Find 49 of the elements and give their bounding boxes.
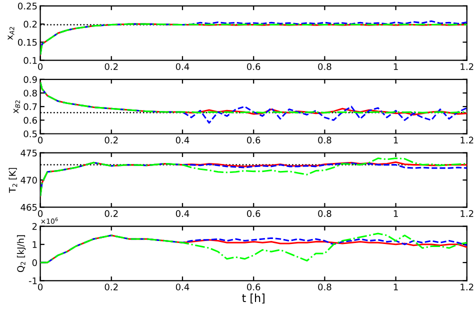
y-axis-title: x$_{A2}$ bbox=[8, 27, 14, 40]
x-tick-label: 0.4 bbox=[176, 210, 190, 217]
y-axis-title: x$_{B2}$ bbox=[14, 100, 20, 114]
y-tick-label: 0.25 bbox=[18, 2, 37, 10]
x-tick-label: 0.6 bbox=[247, 63, 260, 70]
x-axis-title: t [h] bbox=[242, 294, 264, 304]
y-tick-label: 2 bbox=[32, 223, 37, 230]
x-tick-label: 1.2 bbox=[460, 284, 474, 290]
x-tick-label: 1 bbox=[394, 136, 398, 144]
y-tick-label: 0.5 bbox=[24, 130, 37, 138]
y-tick-label: 0 bbox=[32, 259, 37, 266]
y-tick-label: 1 bbox=[32, 241, 37, 248]
y-tick-label: 465 bbox=[20, 204, 37, 211]
y-tick-label: 0.9 bbox=[24, 76, 37, 83]
x-tick-label: 0.6 bbox=[247, 284, 260, 290]
x-tick-label: 1.2 bbox=[460, 63, 474, 70]
y-axis-title: Q$_{2}$ [kJ/h] bbox=[16, 235, 26, 272]
x-tick-label: 0.8 bbox=[318, 136, 332, 144]
x-tick-label: 0.6 bbox=[247, 210, 260, 217]
x-tick-label: 0.2 bbox=[104, 63, 118, 70]
x-tick-label: 1 bbox=[394, 63, 398, 70]
y-tick-label: 0.6 bbox=[24, 116, 37, 124]
x-tick-label: 0.8 bbox=[318, 63, 332, 70]
y-axis-title: T$_{2}$ [K] bbox=[8, 168, 18, 193]
x-tick-label: 1 bbox=[394, 284, 398, 290]
x-tick-label: 0 bbox=[38, 136, 43, 144]
x-tick-label: 0.2 bbox=[104, 136, 118, 144]
x-tick-label: 0.4 bbox=[176, 284, 190, 290]
x-tick-label: 0.6 bbox=[247, 136, 260, 144]
y-tick-label: 475 bbox=[20, 150, 37, 156]
x-tick-label: 0.8 bbox=[318, 284, 332, 290]
x-tick-label: 0.4 bbox=[176, 63, 190, 70]
x-tick-label: 0 bbox=[38, 63, 43, 70]
y-tick-label: 0.8 bbox=[24, 90, 37, 97]
y-tick-label: 0.2 bbox=[24, 20, 37, 28]
y-tick-label: -1 bbox=[28, 278, 37, 284]
x-tick-label: 1 bbox=[394, 210, 398, 217]
x-tick-label: 1.2 bbox=[460, 210, 474, 217]
x-tick-label: 0.2 bbox=[104, 210, 118, 217]
x-tick-label: 1.2 bbox=[460, 136, 474, 144]
y-tick-label: 0.15 bbox=[18, 38, 37, 46]
y-tick-label: 0.7 bbox=[24, 103, 37, 110]
x-tick-label: 0.4 bbox=[176, 136, 190, 144]
y-tick-label: 470 bbox=[20, 176, 37, 184]
x-tick-label: 0 bbox=[38, 210, 43, 217]
x-tick-label: 0 bbox=[38, 284, 43, 290]
x-tick-label: 0.2 bbox=[104, 284, 118, 290]
y-tick-label: 0.1 bbox=[24, 57, 37, 64]
x-tick-label: 0.8 bbox=[318, 210, 332, 217]
